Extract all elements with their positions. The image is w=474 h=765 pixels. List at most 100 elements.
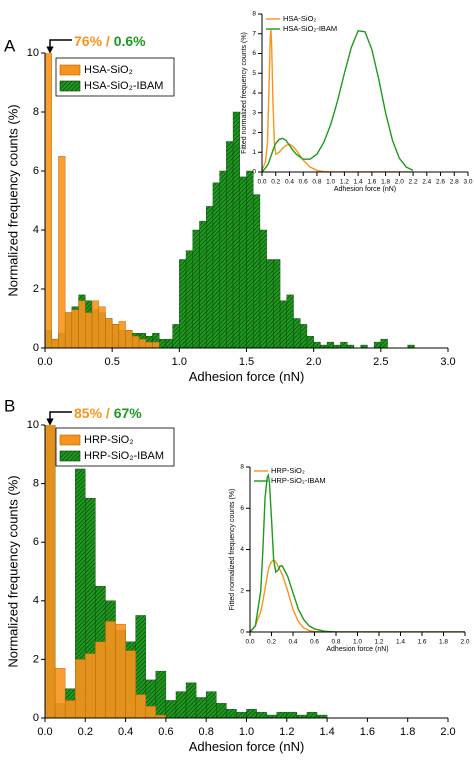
x-tick-label: 1.4 [396, 639, 405, 646]
bar [205, 206, 214, 348]
legend-swatch [59, 434, 81, 446]
bar [98, 306, 106, 348]
bar [58, 156, 66, 348]
legend-label: HSA-SiO₂-IBAM [84, 80, 163, 92]
annotation-part: 0.6% [114, 33, 146, 49]
bar [259, 229, 267, 348]
x-tick-label: 0.0 [37, 356, 52, 368]
bar [300, 324, 308, 348]
bar [199, 220, 207, 348]
annotation-part: 67% [114, 405, 143, 421]
y-tick-label: 4 [252, 90, 256, 97]
bar [246, 170, 254, 348]
legend: HSA-SiO₂ HSA-SiO₂-IBAM [55, 57, 175, 97]
bar [111, 324, 120, 348]
bar [115, 624, 126, 718]
line [250, 558, 465, 632]
y-tick-label: 3 [252, 109, 256, 116]
panel-label: B [4, 396, 15, 415]
bar [266, 259, 274, 348]
bar [165, 338, 173, 348]
legend-label: HRP-SiO₂ [271, 466, 305, 475]
bar [279, 300, 288, 348]
x-tick-label: 0.4 [118, 726, 133, 738]
annotation: 76% / 0.6% [74, 33, 146, 49]
bar [192, 229, 200, 348]
y-axis-label: Fitted normalized frequency counts (%) [241, 32, 248, 154]
x-tick-label: 1.6 [417, 639, 426, 646]
y-tick-label: 8 [33, 478, 39, 490]
y-tick-label: 6 [252, 50, 256, 57]
x-tick-label: 1.6 [367, 179, 376, 186]
panel-label: A [4, 36, 16, 55]
y-tick-label: 1 [252, 149, 256, 156]
bar [155, 670, 167, 718]
legend-swatch [59, 80, 81, 92]
bar [145, 706, 157, 718]
x-tick-label: 2.0 [460, 639, 469, 646]
x-tick-label: 1.2 [374, 639, 383, 646]
x-tick-label: 0.0 [245, 639, 254, 646]
bar [105, 621, 116, 718]
x-tick-label: 0.4 [288, 639, 297, 646]
bar [64, 312, 73, 348]
legend-swatch [59, 64, 81, 76]
x-tick-label: 1.8 [439, 639, 448, 646]
x-tick-label: 0.0 [257, 179, 266, 186]
bar [212, 182, 220, 348]
bar [71, 309, 79, 348]
x-tick-label: 0.2 [78, 726, 93, 738]
x-tick-label: 1.5 [239, 356, 254, 368]
legend-label: HRP-SiO₂-IBAM [84, 450, 164, 462]
bar [276, 711, 288, 718]
x-tick-label: 0.2 [267, 639, 276, 646]
bar [175, 691, 187, 718]
y-tick-label: 10 [27, 47, 39, 59]
y-tick-label: 6 [33, 165, 39, 177]
y-axis-label: Normalized frequency counts (%) [5, 475, 20, 667]
legend-label: HRP-SiO₂-IBAM [271, 476, 326, 485]
y-tick-label: 0 [33, 712, 39, 724]
x-tick-label: 0.5 [105, 356, 120, 368]
bar [85, 312, 93, 348]
bar [152, 341, 160, 348]
plot-area [250, 473, 465, 632]
x-tick-label: 0.6 [299, 179, 308, 186]
y-tick-label: 0 [33, 342, 39, 354]
y-tick-label: 0 [240, 629, 244, 636]
bar [45, 425, 56, 718]
annotation-part: / [102, 33, 114, 49]
x-axis-label: Adhesion force (nN) [189, 739, 305, 754]
x-tick-label: 2.4 [422, 179, 431, 186]
bar [380, 338, 388, 348]
x-tick-label: 2.2 [409, 179, 418, 186]
annotation-part: / [102, 405, 114, 421]
y-tick-label: 2 [33, 283, 39, 295]
bar [373, 341, 382, 348]
plot-area [45, 53, 415, 348]
x-tick-label: 1.2 [279, 726, 294, 738]
y-tick-label: 4 [33, 224, 39, 236]
line [262, 30, 414, 172]
plot-area [262, 29, 414, 172]
y-tick-label: 2 [252, 129, 256, 136]
y-tick-label: 10 [27, 419, 39, 431]
y-tick-label: 2 [240, 587, 244, 594]
bar [158, 338, 167, 348]
bar [236, 711, 247, 718]
bar [253, 194, 261, 348]
x-tick-label: 0.4 [285, 179, 294, 186]
bar [205, 691, 217, 718]
bar [316, 714, 328, 718]
bar [118, 321, 126, 348]
y-axis-label: Normalized frequency counts (%) [5, 104, 20, 296]
x-tick-label: 1.8 [400, 726, 415, 738]
y-tick-label: 8 [252, 11, 256, 18]
annotation: 85% / 67% [74, 405, 142, 421]
y-tick-label: 8 [240, 464, 244, 471]
x-tick-label: 1.0 [353, 639, 362, 646]
bar [195, 697, 207, 718]
bar [132, 336, 140, 348]
bar [125, 650, 136, 718]
y-tick-label: 6 [240, 505, 244, 512]
